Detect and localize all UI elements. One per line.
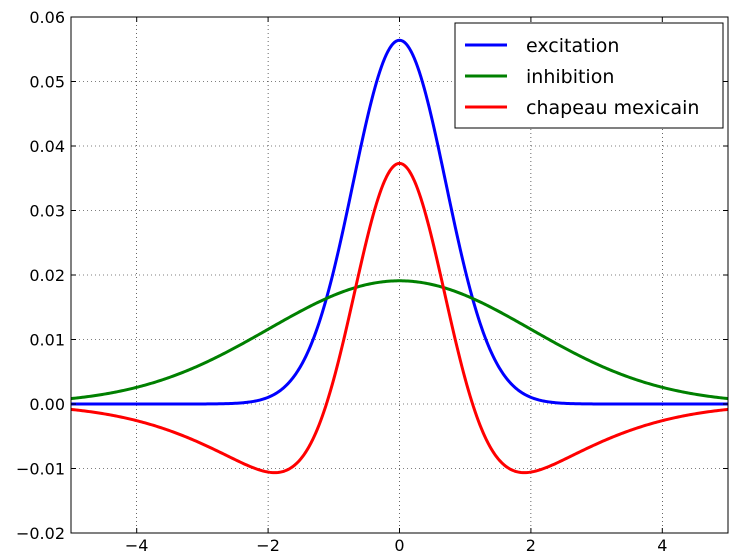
legend-label: excitation [526, 35, 619, 57]
y-tick-label: 0.02 [29, 266, 65, 285]
y-tick-label: 0.05 [29, 73, 65, 92]
y-tick-label: 0.01 [29, 331, 65, 350]
series-line-excitation [71, 38, 728, 406]
ticks [71, 16, 728, 534]
y-tick-label: −0.02 [16, 524, 65, 543]
grid [71, 17, 728, 533]
plot-area [71, 38, 728, 475]
legend-label: inhibition [526, 66, 614, 88]
x-tick-label: −4 [125, 536, 149, 555]
y-tick-label: −0.01 [16, 460, 65, 479]
x-tick-label: 2 [526, 536, 536, 555]
legend: excitation inhibition chapeau mexicain [454, 22, 724, 129]
y-tick-label: 0.06 [29, 8, 65, 27]
y-tick-label: 0.04 [29, 137, 65, 156]
x-tick-label: −2 [256, 536, 280, 555]
x-tick-label: 4 [657, 536, 667, 555]
y-tick-label: 0.03 [29, 202, 65, 221]
x-axis-tick-labels: −4 −2 0 2 4 [125, 536, 667, 555]
series-line-chapeau-mexicain [71, 161, 728, 475]
y-tick-label: 0.00 [29, 395, 65, 414]
series-line-inhibition [71, 279, 728, 401]
y-axis-tick-labels: −0.02 −0.01 0.00 0.01 0.02 0.03 0.04 0.05 0.06 [16, 8, 65, 543]
x-tick-label: 0 [394, 536, 404, 555]
legend-box [454, 22, 724, 129]
legend-label: chapeau mexicain [526, 97, 699, 119]
